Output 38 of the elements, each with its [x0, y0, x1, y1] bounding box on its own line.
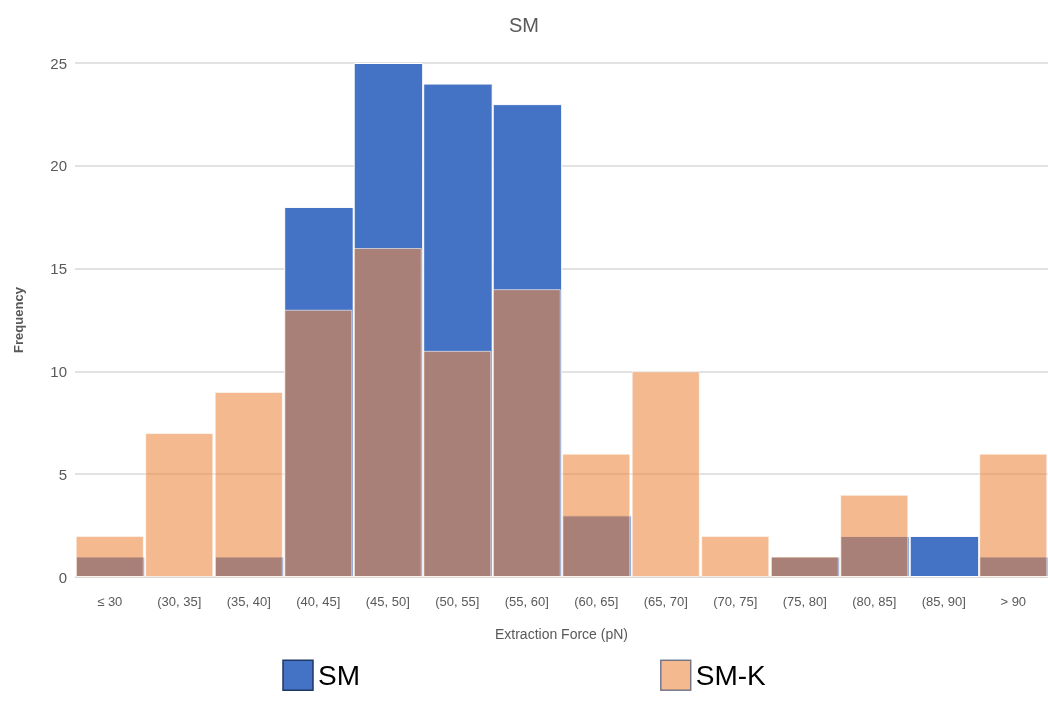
x-tick-label: (75, 80] — [782, 594, 827, 609]
x-tick-label: (65, 70] — [643, 594, 688, 609]
x-tick-label: (35, 40] — [226, 594, 271, 609]
y-tick-label: 20 — [50, 157, 67, 175]
chart-title: SM — [509, 14, 539, 36]
x-tick-label: (30, 35] — [157, 594, 202, 609]
bar — [840, 494, 909, 577]
bar — [75, 556, 146, 577]
x-tick-label: (60, 65] — [574, 594, 619, 609]
bar — [214, 391, 283, 577]
x-tick-label: (80, 85] — [852, 594, 897, 609]
x-axis-title: Extraction Force (pN) — [494, 626, 629, 642]
x-tick-label: (40, 45] — [296, 594, 341, 609]
y-tick-label: 15 — [50, 260, 67, 278]
x-tick-label: (45, 50] — [365, 594, 410, 609]
x-tick-label: (70, 75] — [713, 594, 758, 609]
bar — [492, 289, 561, 577]
bar — [284, 309, 353, 577]
x-tick-label: (50, 55] — [435, 594, 480, 609]
x-tick-label: > 90 — [1000, 594, 1027, 609]
legend-label: SM — [318, 659, 360, 691]
y-tick-label: 10 — [50, 362, 67, 380]
x-tick-label: (55, 60] — [504, 594, 549, 609]
bar — [701, 535, 770, 577]
y-tick-label: 25 — [50, 54, 67, 72]
y-axis-title: Frequency — [11, 286, 26, 353]
x-tick-label: (85, 90] — [921, 594, 966, 609]
y-tick-label: 5 — [58, 465, 67, 483]
bar — [979, 453, 1048, 577]
bar — [423, 350, 492, 577]
bar — [75, 535, 144, 577]
y-tick-label: 0 — [58, 568, 67, 586]
bar — [353, 248, 422, 577]
legend-label: SM-K — [695, 659, 767, 691]
bar — [631, 371, 700, 577]
bar — [145, 433, 214, 577]
bar — [562, 453, 631, 577]
x-tick-label: ≤ 30 — [97, 594, 123, 609]
